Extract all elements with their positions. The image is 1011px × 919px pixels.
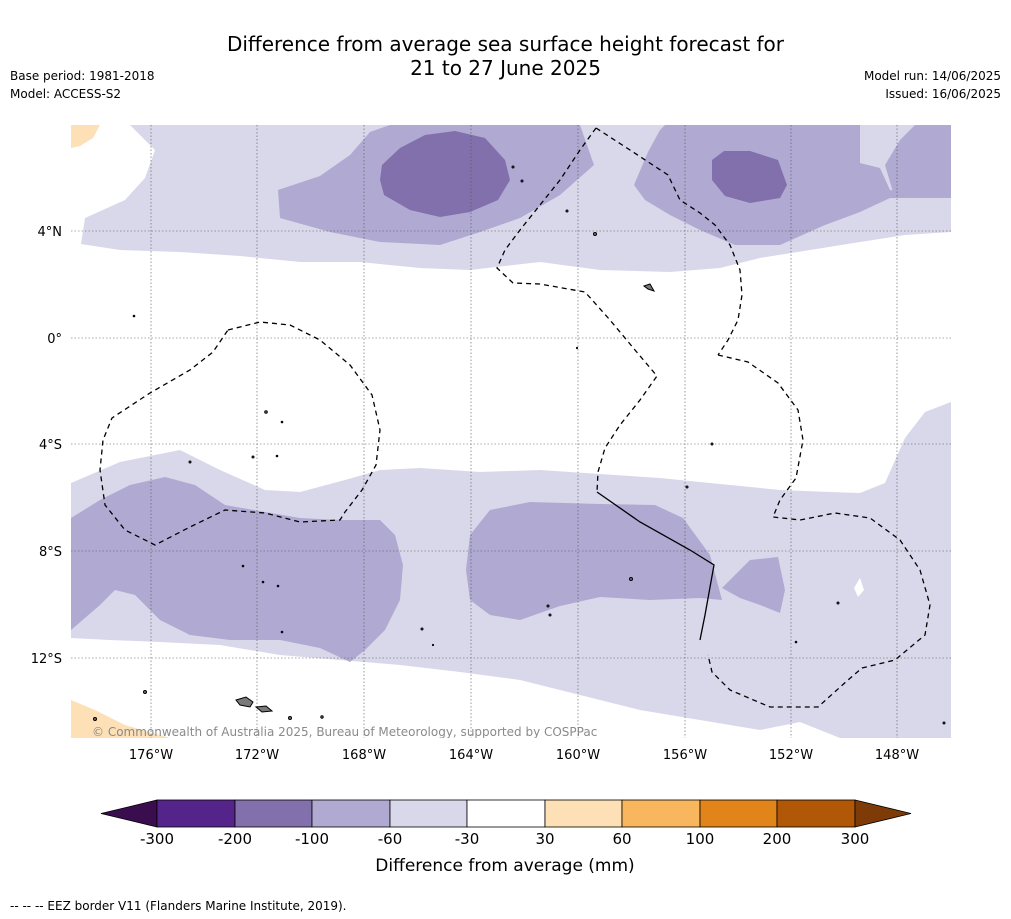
lon-label-176w: 176°W [129, 748, 173, 763]
colorbar-tick: 100 [686, 830, 715, 848]
colorbar: -300 -200 -100 -60 -30 30 60 100 200 300… [100, 799, 912, 876]
chart-title: Difference from average sea surface heig… [0, 32, 1011, 80]
colorbar-segment-neg60-neg30 [389, 799, 468, 828]
colorbar-tick: 300 [841, 830, 870, 848]
lon-label-156w: 156°W [663, 748, 707, 763]
south-band-mid-west [71, 477, 403, 662]
eez-line-islands-south [707, 354, 931, 708]
colorbar-segment-neg300-neg200 [156, 799, 236, 828]
colorbar-tick: -300 [140, 830, 174, 848]
longitude-labels: 176°W 172°W 168°W 164°W 160°W 156°W 152°… [129, 748, 919, 763]
colorbar-segment-neg30-30 [466, 799, 546, 828]
north-core-west [380, 131, 510, 217]
island-kiritimati [642, 283, 656, 292]
colorbar-tick: 60 [612, 830, 631, 848]
lon-label-152w: 152°W [769, 748, 813, 763]
colorbar-tick: 200 [763, 830, 792, 848]
colorbar-tick: -200 [218, 830, 252, 848]
colorbar-tick: 30 [535, 830, 554, 848]
eez-kiribati-line [595, 127, 743, 356]
map-panel: © Commonwealth of Australia 2025, Bureau… [71, 125, 951, 739]
maritime-boundary-solid [596, 491, 715, 641]
title-line-1: Difference from average sea surface heig… [226, 32, 785, 56]
lat-label-0: 0° [47, 332, 62, 347]
colorbar-segment-30-60 [544, 799, 623, 828]
lon-label-172w: 172°W [235, 748, 279, 763]
island-upolu [235, 696, 254, 708]
meta-left: Base period: 1981-2018 Model: ACCESS-S2 [10, 67, 155, 103]
colorbar-tick-labels: -300 -200 -100 -60 -30 30 60 100 200 300 [140, 830, 869, 848]
island-savaii [254, 705, 274, 713]
north-band-mid-east [634, 125, 951, 245]
north-band-mid-east-2 [885, 125, 951, 198]
lon-label-164w: 164°W [449, 748, 493, 763]
lat-label-4s: 4°S [39, 438, 62, 453]
lat-label-8s: 8°S [39, 545, 62, 560]
lat-label-4n: 4°N [38, 225, 63, 240]
base-period-label: Base period: 1981-2018 [10, 69, 155, 83]
colorbar-segment-60-100 [621, 799, 701, 828]
colorbar-segment-200-300 [776, 799, 856, 828]
lon-label-148w: 148°W [875, 748, 919, 763]
graticule [71, 125, 951, 738]
eez-howland-baker [496, 127, 658, 493]
positive-patch-bottom-left [71, 700, 170, 738]
lon-label-168w: 168°W [342, 748, 386, 763]
eez-borders [99, 127, 931, 708]
white-patch [854, 578, 864, 597]
colorbar-segment-100-200 [699, 799, 778, 828]
north-core-east [712, 151, 787, 203]
colorbar-tick: -60 [378, 830, 403, 848]
meta-right: Model run: 14/06/2025 Issued: 16/06/2025 [864, 67, 1001, 103]
colorbar-tick: -100 [295, 830, 329, 848]
positive-patch-top-left [71, 125, 100, 148]
colorbar-arrow-high [854, 799, 912, 828]
colorbar-arrow-low [100, 799, 158, 828]
colorbar-title: Difference from average (mm) [375, 856, 634, 876]
lat-label-12s: 12°S [31, 652, 62, 667]
lon-label-160w: 160°W [556, 748, 600, 763]
issued-label: Issued: 16/06/2025 [885, 87, 1001, 101]
colorbar-tick: -30 [455, 830, 480, 848]
title-line-2: 21 to 27 June 2025 [410, 56, 601, 80]
south-band-mid-east [722, 557, 785, 613]
eez-legend-note: -- -- -- EEZ border V11 (Flanders Marine… [10, 899, 347, 913]
latitude-labels: 4°N 0° 4°S 8°S 12°S [31, 225, 62, 667]
colorbar-segment-neg200-neg100 [234, 799, 313, 828]
copyright-text: © Commonwealth of Australia 2025, Bureau… [92, 725, 597, 739]
model-run-label: Model run: 14/06/2025 [863, 69, 1001, 83]
model-label: Model: ACCESS-S2 [10, 87, 122, 101]
eez-phoenix [99, 321, 381, 546]
colorbar-segment-neg100-neg60 [311, 799, 391, 828]
islands [93, 165, 946, 725]
